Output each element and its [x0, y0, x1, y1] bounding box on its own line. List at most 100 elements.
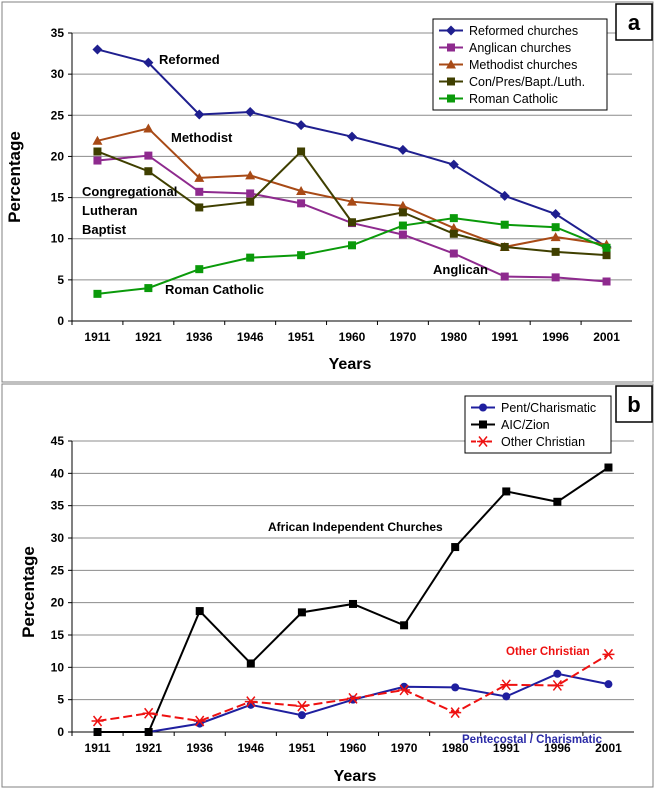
- series-aic-zion: [93, 463, 613, 736]
- data-point: [500, 220, 509, 229]
- data-point: [348, 218, 356, 227]
- data-point: [398, 230, 407, 239]
- data-point: [550, 232, 561, 242]
- annotation-other-christian: Other Christian: [506, 646, 590, 658]
- data-point: [347, 196, 357, 206]
- data-point: [93, 728, 102, 736]
- y-tick-label: 0: [57, 725, 64, 739]
- data-point: [92, 44, 103, 55]
- y-tick-label: 20: [51, 596, 65, 610]
- series-line: [97, 466, 610, 733]
- legend-label: Other Christian: [501, 435, 585, 449]
- data-point: [92, 135, 103, 145]
- data-point: [551, 679, 564, 691]
- data-point: [246, 700, 255, 709]
- x-tick-label: 1911: [84, 330, 110, 344]
- panel-b-x-axis-label: Years: [334, 768, 377, 785]
- data-point: [245, 106, 256, 117]
- data-point: [400, 621, 409, 630]
- data-point: [144, 728, 153, 736]
- data-point: [449, 249, 458, 258]
- x-tick-label: 1951: [288, 330, 315, 344]
- data-point: [451, 543, 460, 552]
- data-point: [500, 272, 509, 281]
- legend-label: Con/Pres/Bapt./Luth.: [469, 75, 585, 89]
- panel-b-label-box: [615, 385, 653, 423]
- data-point: [91, 715, 104, 727]
- data-point: [143, 57, 154, 68]
- data-point: [348, 241, 356, 250]
- x-tick-label: 1936: [186, 741, 213, 755]
- data-point: [194, 109, 205, 120]
- legend-label: Methodist churches: [469, 58, 577, 72]
- legend-marker: [446, 59, 456, 69]
- data-point: [502, 692, 511, 701]
- data-point: [347, 692, 359, 704]
- data-point: [195, 187, 204, 196]
- x-tick-label: 1980: [440, 330, 467, 344]
- data-point: [349, 599, 357, 608]
- y-tick-label: 45: [51, 434, 65, 448]
- x-tick-label: 2001: [593, 330, 620, 344]
- panel-a-label-box: [615, 3, 653, 41]
- legend-marker: [477, 436, 489, 447]
- data-point: [449, 214, 458, 223]
- data-point: [193, 715, 206, 727]
- data-point: [246, 197, 255, 206]
- data-point: [602, 243, 611, 252]
- y-tick-label: 40: [51, 466, 65, 480]
- x-tick-label: 1946: [237, 741, 264, 755]
- legend-label: Anglican churches: [469, 41, 571, 55]
- x-tick-label: 1936: [186, 330, 213, 344]
- legend-marker: [447, 77, 455, 86]
- y-tick-label: 30: [51, 531, 65, 545]
- y-tick-label: 15: [51, 191, 65, 205]
- panel-b-annotations: African Independent Churches Other Christ…: [268, 520, 603, 746]
- data-point: [144, 167, 153, 176]
- x-tick-label: 1970: [391, 741, 418, 755]
- y-tick-label: 5: [57, 693, 64, 707]
- x-tick-label: 1911: [85, 741, 111, 755]
- y-tick-label: 30: [51, 67, 65, 81]
- panel-b-gridlines: [72, 440, 634, 701]
- annotation-methodist: Methodist: [171, 130, 233, 145]
- data-point: [449, 707, 462, 719]
- data-point: [500, 242, 509, 251]
- data-point: [195, 203, 204, 212]
- y-tick-label: 0: [57, 314, 64, 328]
- data-point: [244, 696, 257, 708]
- y-tick-label: 10: [51, 660, 65, 674]
- panel-a-frame: [1, 1, 654, 383]
- legend-marker: [479, 420, 487, 429]
- panel-b-y-axis-label: Percentage: [19, 546, 38, 638]
- data-point: [297, 711, 306, 720]
- y-tick-label: 25: [51, 108, 65, 122]
- data-point: [144, 151, 153, 160]
- panel-b-axes: [71, 441, 634, 733]
- data-point: [551, 223, 560, 232]
- data-point: [551, 247, 560, 256]
- x-tick-label: 1991: [493, 741, 520, 755]
- data-point: [93, 147, 102, 156]
- panel-a-series: [92, 44, 612, 298]
- panel-b-frame: [1, 383, 654, 788]
- annotation-baptist: Baptist: [82, 222, 127, 237]
- x-tick-label: 1946: [237, 330, 264, 344]
- legend-marker: [479, 403, 487, 412]
- x-tick-label: 1996: [542, 330, 569, 344]
- legend-label: Reformed churches: [469, 24, 578, 38]
- data-point: [297, 251, 306, 260]
- x-tick-label: 1970: [390, 330, 417, 344]
- x-tick-label: 1951: [289, 741, 316, 755]
- annotation-reformed: Reformed: [159, 52, 220, 67]
- legend-marker: [447, 43, 455, 52]
- x-tick-label: 1921: [135, 741, 162, 755]
- data-point: [398, 684, 411, 696]
- annotation-anglican: Anglican: [433, 262, 488, 277]
- series-reformed-churches: [92, 44, 612, 252]
- data-point: [602, 251, 611, 260]
- data-point: [245, 170, 256, 180]
- y-tick-label: 20: [51, 149, 65, 163]
- panel-b-series: [91, 463, 615, 736]
- data-point: [602, 277, 611, 286]
